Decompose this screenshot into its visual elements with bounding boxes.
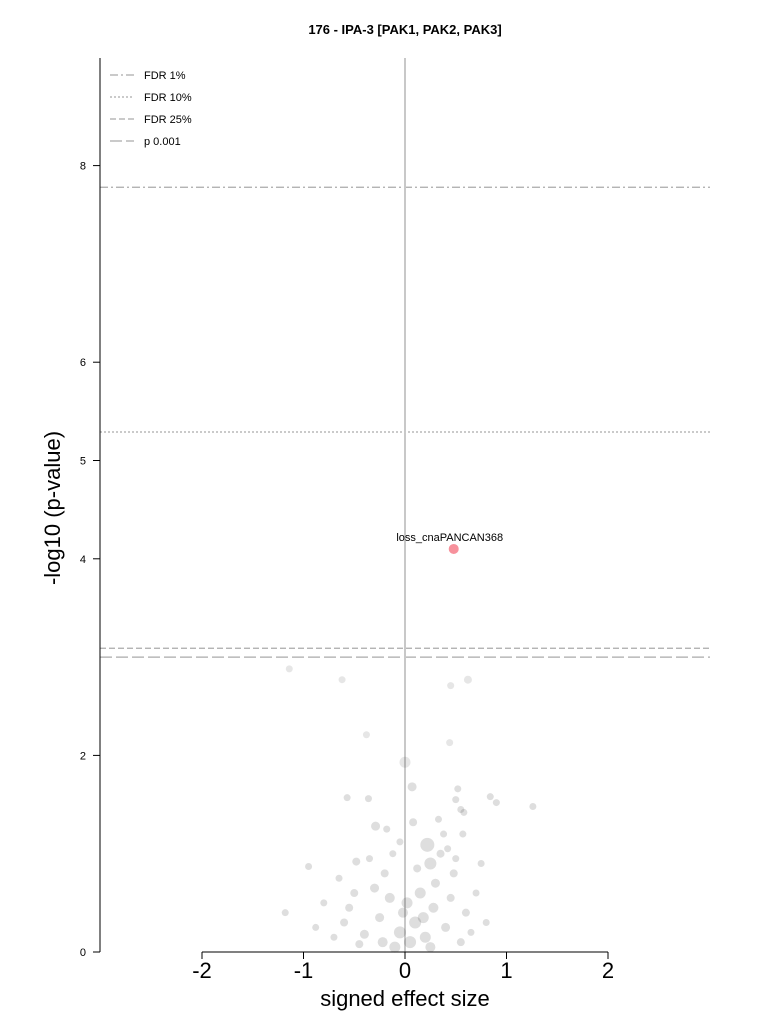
- data-point: [460, 808, 468, 816]
- y-tick-label: 8: [80, 161, 86, 173]
- data-point: [492, 799, 500, 807]
- data-point: [362, 731, 370, 739]
- highlight-group: loss_cnaPANCAN368: [396, 532, 503, 554]
- y-axis: 0 2 4 5 6 8: [80, 58, 101, 959]
- data-point: [345, 903, 354, 912]
- data-point: [420, 837, 435, 852]
- highlight-label: loss_cnaPANCAN368: [396, 532, 503, 544]
- x-axis-label: signed effect size: [320, 986, 490, 1011]
- data-point: [312, 923, 320, 931]
- data-point: [452, 796, 460, 804]
- data-point: [424, 857, 437, 870]
- data-point: [409, 818, 418, 827]
- data-point: [486, 793, 494, 801]
- data-point: [407, 782, 417, 792]
- data-point: [452, 855, 460, 863]
- data-point: [281, 909, 289, 917]
- data-point: [375, 913, 385, 923]
- data-point: [371, 821, 381, 831]
- data-point: [454, 785, 462, 793]
- x-tick-label: -2: [192, 958, 212, 983]
- highlight-point: [448, 543, 459, 554]
- data-point: [430, 878, 440, 888]
- data-point: [335, 874, 343, 882]
- data-point: [359, 929, 369, 939]
- legend-label: FDR 1%: [144, 70, 186, 82]
- data-point: [417, 912, 429, 924]
- data-point: [384, 892, 395, 903]
- legend-label: p 0.001: [144, 136, 181, 148]
- legend: FDR 1% FDR 10% FDR 25% p 0.001: [110, 70, 192, 148]
- data-point: [355, 940, 364, 949]
- data-point: [364, 795, 372, 803]
- y-axis-label: -log10 (p-value): [40, 431, 65, 585]
- data-point: [529, 803, 537, 811]
- data-point: [472, 889, 480, 897]
- y-tick-label: 6: [80, 357, 86, 369]
- data-point: [456, 938, 465, 947]
- y-tick-label: 0: [80, 947, 86, 959]
- y-tick-label: 5: [80, 456, 86, 468]
- data-point: [285, 665, 293, 673]
- data-point: [436, 849, 445, 858]
- data-point: [380, 869, 389, 878]
- data-point: [343, 794, 351, 802]
- data-point: [463, 675, 472, 684]
- data-point: [409, 916, 422, 929]
- data-point: [396, 838, 404, 846]
- data-point: [389, 850, 397, 858]
- legend-label: FDR 10%: [144, 92, 192, 104]
- data-point: [440, 830, 448, 838]
- data-point: [461, 908, 470, 917]
- data-point: [446, 739, 454, 747]
- data-point: [377, 937, 388, 948]
- data-point: [401, 897, 413, 909]
- x-tick-label: -1: [294, 958, 314, 983]
- data-point: [397, 907, 408, 918]
- data-point: [413, 864, 422, 873]
- data-point: [389, 941, 401, 953]
- data-point: [457, 805, 465, 813]
- data-point: [305, 862, 313, 870]
- data-point: [447, 682, 455, 690]
- data-point: [320, 899, 328, 907]
- x-tick-label: 1: [500, 958, 512, 983]
- data-point: [446, 893, 455, 902]
- data-point: [434, 815, 442, 823]
- x-tick-label: 0: [399, 958, 411, 983]
- data-point: [444, 845, 452, 853]
- data-point: [428, 902, 439, 913]
- data-point: [425, 942, 436, 953]
- data-point: [482, 919, 490, 927]
- chart-title: 176 - IPA-3 [PAK1, PAK2, PAK3]: [308, 22, 501, 37]
- data-point: [459, 830, 467, 838]
- y-tick-label: 4: [80, 554, 86, 566]
- data-point: [477, 860, 485, 868]
- data-point: [419, 931, 431, 943]
- data-point: [370, 883, 380, 893]
- legend-label: FDR 25%: [144, 114, 192, 126]
- data-point: [338, 676, 346, 684]
- x-tick-label: 2: [602, 958, 614, 983]
- data-point: [449, 869, 458, 878]
- data-point: [383, 825, 391, 833]
- data-point: [414, 887, 426, 899]
- data-points: [281, 665, 537, 953]
- x-axis: -2 -1 0 1 2: [192, 951, 614, 983]
- data-point: [399, 756, 411, 768]
- data-point: [441, 922, 451, 932]
- data-point: [393, 926, 406, 939]
- data-point: [365, 855, 373, 863]
- data-point: [330, 933, 338, 941]
- data-point: [340, 918, 349, 927]
- data-point: [350, 889, 359, 898]
- data-point: [404, 936, 417, 949]
- y-tick-label: 2: [80, 750, 86, 762]
- data-point: [352, 857, 361, 866]
- data-point: [467, 928, 475, 936]
